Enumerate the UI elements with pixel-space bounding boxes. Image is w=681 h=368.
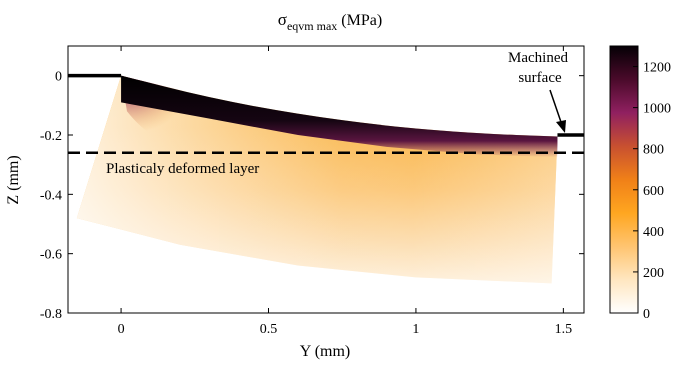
- y-axis-label: Z (mm): [5, 155, 22, 204]
- plastic-layer-label: Plasticaly deformed layer: [106, 161, 259, 177]
- colorbar-tick-label: 600: [643, 184, 664, 199]
- y-tick-label: -0.2: [40, 129, 62, 144]
- colorbar: [609, 45, 639, 314]
- colorbar-ticks: 0 200 400 600 800 1000 1200: [633, 61, 671, 322]
- colorbar-tick-label: 0: [643, 307, 650, 322]
- x-tick-label: 1: [412, 322, 419, 337]
- high-stress-surface-band: [121, 75, 558, 158]
- machined-label-line2: surface: [518, 70, 562, 86]
- x-axis-ticks: 0 0.5 1 1.5: [118, 46, 573, 337]
- y-tick-label: 0: [55, 70, 62, 85]
- chart-title: σeqvm max (MPa): [278, 10, 382, 33]
- machined-label-line1: Machined: [508, 50, 568, 66]
- y-axis-ticks: 0 -0.2 -0.4 -0.6 -0.8: [40, 70, 584, 322]
- x-tick-label: 0: [118, 322, 125, 337]
- colorbar-tick-label: 1000: [643, 102, 671, 117]
- colorbar-tick-label: 800: [643, 143, 664, 158]
- x-axis-label: Y (mm): [300, 343, 351, 360]
- y-tick-label: -0.8: [40, 307, 62, 322]
- machined-arrow-head: [556, 120, 566, 133]
- machined-arrow-shaft: [549, 89, 563, 126]
- x-tick-label: 1.5: [555, 322, 573, 337]
- colorbar-tick-label: 1200: [643, 61, 671, 76]
- x-tick-label: 0.5: [260, 322, 278, 337]
- colorbar-tick-label: 400: [643, 225, 664, 240]
- y-tick-label: -0.6: [40, 248, 62, 263]
- colorbar-tick-label: 200: [643, 266, 664, 281]
- y-tick-label: -0.4: [40, 188, 62, 203]
